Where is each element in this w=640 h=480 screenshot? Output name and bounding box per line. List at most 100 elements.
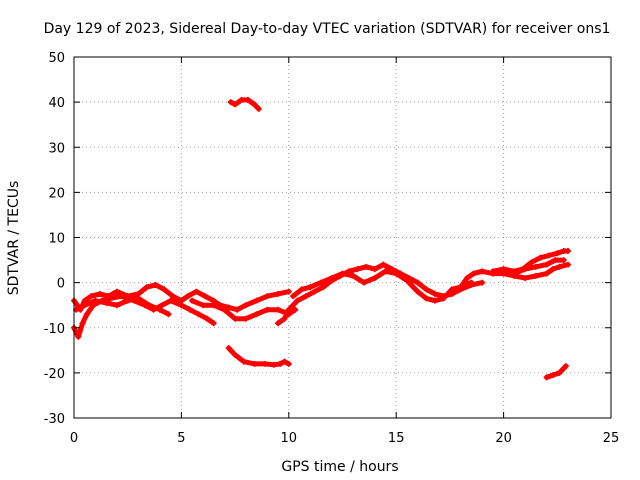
series-trace-c <box>73 295 172 318</box>
data-point <box>440 295 447 302</box>
data-point <box>479 268 486 275</box>
data-point <box>431 297 438 304</box>
data-point <box>281 358 288 365</box>
data-point <box>423 286 430 293</box>
series-trace <box>73 295 171 317</box>
data-point <box>253 311 260 318</box>
y-tick-label: -30 <box>44 412 65 427</box>
data-point <box>393 270 400 277</box>
series-trace <box>290 268 474 304</box>
data-point <box>285 288 292 295</box>
data-point <box>232 351 239 358</box>
data-point <box>281 315 288 322</box>
data-point <box>565 248 572 255</box>
data-point <box>550 372 557 379</box>
data-point <box>96 290 103 297</box>
data-point <box>159 302 166 309</box>
x-tick-label: 25 <box>603 431 620 446</box>
chart-title: Day 129 of 2023, Sidereal Day-to-day VTE… <box>44 21 611 37</box>
data-point <box>532 263 539 270</box>
data-point <box>562 363 569 370</box>
data-point <box>468 279 475 286</box>
data-point <box>178 302 185 309</box>
data-point <box>479 279 486 286</box>
data-point <box>210 302 217 309</box>
series-trace <box>544 363 569 380</box>
y-tick-label: 40 <box>48 96 65 111</box>
x-tick-label: 15 <box>388 431 405 446</box>
data-point <box>522 275 529 282</box>
data-point <box>204 315 211 322</box>
data-point <box>195 311 202 318</box>
data-point <box>464 275 471 282</box>
data-point <box>275 320 282 327</box>
data-point <box>270 361 277 368</box>
series-trace-j <box>227 96 262 112</box>
y-tick-label: -20 <box>44 367 65 382</box>
data-point <box>414 279 421 286</box>
data-point <box>251 360 258 367</box>
data-point <box>264 306 271 313</box>
data-point <box>156 306 163 313</box>
data-point <box>264 293 271 300</box>
series-trace-f <box>290 268 475 304</box>
data-point <box>221 306 228 313</box>
data-point <box>307 284 314 291</box>
data-point <box>275 306 282 313</box>
data-point <box>449 286 456 293</box>
data-point <box>371 275 378 282</box>
data-point <box>543 374 550 381</box>
data-point <box>457 284 464 291</box>
data-point <box>225 345 232 352</box>
data-point <box>545 252 552 259</box>
data-point <box>202 293 209 300</box>
data-point <box>83 311 90 318</box>
data-point <box>550 266 557 273</box>
data-point <box>532 272 539 279</box>
data-point <box>339 270 346 277</box>
y-tick-label: 10 <box>48 232 65 247</box>
data-series <box>71 96 572 381</box>
series-trace-e <box>275 261 486 327</box>
data-point <box>294 297 301 304</box>
data-point <box>169 293 176 300</box>
data-point <box>262 360 269 367</box>
y-tick-label: 50 <box>48 51 65 66</box>
data-point <box>135 295 142 302</box>
data-point <box>328 275 335 282</box>
data-point <box>500 266 507 273</box>
data-point <box>354 266 361 273</box>
data-point <box>103 299 110 306</box>
data-point <box>79 320 86 327</box>
data-point <box>184 293 191 300</box>
data-point <box>251 101 258 108</box>
series-trace-l <box>543 363 569 381</box>
data-point <box>470 270 477 277</box>
data-point <box>360 279 367 286</box>
data-point <box>298 286 305 293</box>
data-point <box>565 261 572 268</box>
axis-ticks: 0 5 10 15 20 25 -30 -20 -10 0 10 20 30 40 50 <box>44 51 620 446</box>
x-tick-label: 10 <box>281 431 298 446</box>
data-point <box>186 306 193 313</box>
data-point <box>124 297 131 304</box>
data-point <box>554 250 561 257</box>
data-point <box>193 288 200 295</box>
data-point <box>146 302 153 309</box>
series-trace-h <box>489 248 572 275</box>
data-point <box>522 266 529 273</box>
data-point <box>414 288 421 295</box>
data-point <box>81 302 88 309</box>
data-point <box>311 288 318 295</box>
data-point <box>423 295 430 302</box>
series-trace-i <box>511 257 567 277</box>
data-point <box>75 333 82 340</box>
y-tick-label: 30 <box>48 141 65 156</box>
series-trace-k <box>225 345 292 368</box>
data-point <box>320 284 327 291</box>
data-point <box>225 304 232 311</box>
data-point <box>227 99 234 106</box>
data-point <box>290 293 297 300</box>
x-tick-label: 20 <box>495 431 512 446</box>
data-point <box>382 268 389 275</box>
